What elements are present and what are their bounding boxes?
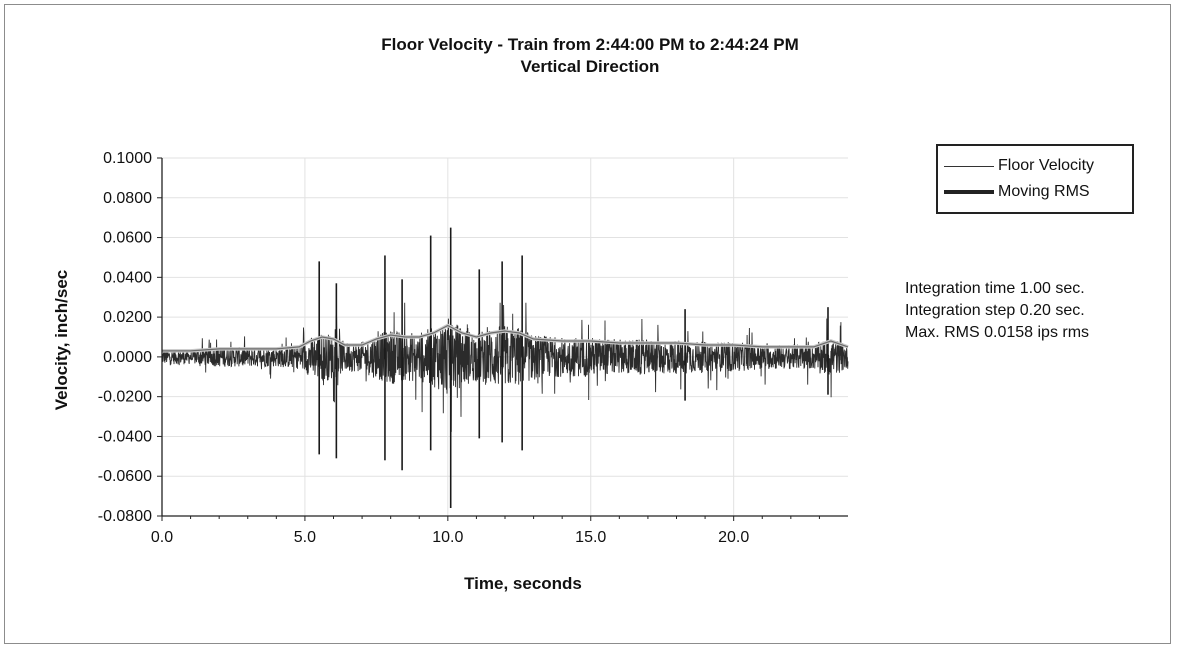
x-tick-label: 20.0 [718,529,749,546]
integration-notes: Integration time 1.00 sec. Integration s… [905,278,1089,344]
y-tick-label: 0.0800 [103,190,152,207]
x-tick-label: 15.0 [575,529,606,546]
floor-velocity-line [162,303,848,432]
x-tick-label: 5.0 [294,529,316,546]
y-tick-label: 0.0400 [103,269,152,286]
x-tick-label: 0.0 [151,529,173,546]
x-axis-label: Time, seconds [363,574,683,594]
y-tick-label: 0.1000 [103,150,152,167]
y-tick-label: -0.0800 [98,508,152,525]
x-tick-label: 10.0 [432,529,463,546]
legend-swatch-floor-velocity [944,166,994,167]
note-max-rms: Max. RMS 0.0158 ips rms [905,322,1089,344]
legend-item-moving-rms: Moving RMS [944,182,1090,202]
legend-label-moving-rms: Moving RMS [998,183,1090,201]
y-tick-label: -0.0600 [98,468,152,485]
y-tick-label: 0.0600 [103,230,152,247]
y-tick-label: -0.0400 [98,428,152,445]
legend: Floor Velocity Moving RMS [936,144,1134,214]
y-tick-label: -0.0200 [98,389,152,406]
y-tick-label: 0.0200 [103,309,152,326]
legend-label-floor-velocity: Floor Velocity [998,157,1094,175]
note-integration-time: Integration time 1.00 sec. [905,278,1089,300]
legend-swatch-moving-rms [944,190,994,194]
y-axis-label: Velocity, inch/sec [52,270,72,410]
legend-item-floor-velocity: Floor Velocity [944,156,1094,176]
note-integration-step: Integration step 0.20 sec. [905,300,1089,322]
y-tick-label: 0.0000 [103,349,152,366]
